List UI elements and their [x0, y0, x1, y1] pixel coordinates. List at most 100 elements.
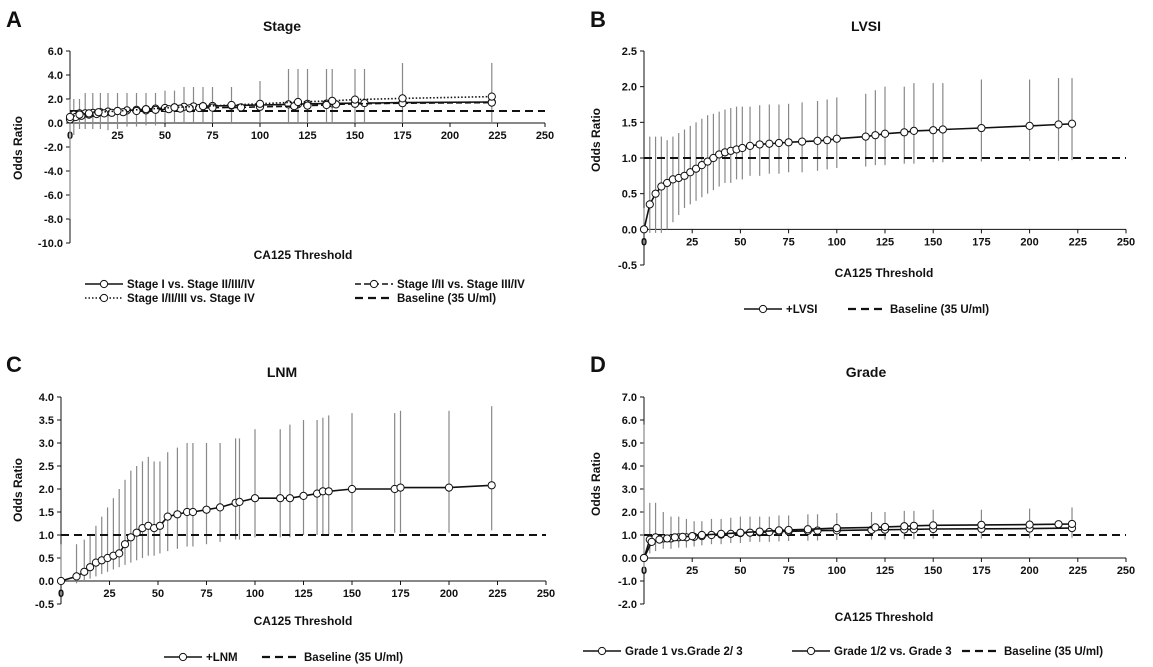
- y-axis-title-b: Odds Ratio: [589, 108, 603, 172]
- panel-b-data-point: [938, 125, 947, 134]
- x-axis-title-a: CA125 Threshold: [254, 248, 353, 262]
- panel-b-data-point: [680, 171, 689, 180]
- panel-b-data-point: [1025, 121, 1034, 131]
- panel-c-data-point: [487, 481, 496, 490]
- panel-a-y-tick-label: 2.0: [48, 94, 63, 106]
- legend-a-swatch-marker: [369, 279, 379, 289]
- panel-a-x-tick-label: 200: [441, 130, 459, 142]
- legend-d-swatch-marker: [806, 646, 816, 656]
- panel-b-data-point: [813, 136, 822, 145]
- panel-b-data-point: [784, 138, 793, 147]
- x-axis-title-d: CA125 Threshold: [835, 610, 934, 624]
- panel-d-data-point: [663, 534, 672, 543]
- panel-d-plot: 7.06.05.04.03.02.01.00.0-1.0-2.002550751…: [618, 392, 1135, 611]
- panel-b-data-point: [929, 126, 938, 135]
- legend-a-label: Stage I/II/III vs. Stage IV: [127, 293, 255, 305]
- panel-d-data-point: [755, 527, 764, 536]
- panel-d-y-tick-label: 1.0: [622, 530, 637, 542]
- panel-a-data-point: [350, 95, 360, 104]
- panel-d-data-point: [977, 520, 986, 529]
- panel-c-y-tick-label: 2.5: [39, 461, 54, 473]
- panel-d-data-point: [655, 535, 664, 544]
- panel-c-y-tick-label: 0.0: [39, 576, 54, 588]
- panel-c-x-tick-label: 0: [58, 588, 64, 600]
- panel-a-x-tick-label: 25: [111, 130, 123, 142]
- panel-a-data-point: [227, 100, 236, 110]
- panel-b-data-point: [745, 141, 755, 150]
- panel-b-data-point: [697, 161, 706, 170]
- panel-c-x-tick-label: 125: [294, 588, 312, 600]
- legend-a-entry: Stage I/II vs. Stage III/IV: [355, 279, 525, 291]
- panel-b-data-point: [909, 126, 919, 135]
- panel-c-x-tick-label: 25: [103, 588, 115, 600]
- panel-b-x-tick-label: 200: [1020, 236, 1038, 248]
- panel-a-data-point: [65, 112, 75, 122]
- panel-d-data-point: [871, 523, 880, 532]
- panel-a-y-tick-label: -8.0: [44, 214, 63, 226]
- legend-d-entry: Grade 1 vs.Grade 2/ 3: [583, 646, 743, 658]
- panel-d-data-point: [774, 526, 784, 535]
- panel-d-data-point: [832, 524, 841, 533]
- panel-b-data-point: [900, 128, 909, 137]
- panel-a-x-tick-label: 100: [251, 130, 269, 142]
- panel-c-y-tick-label: 1.5: [39, 507, 54, 519]
- panel-c-x-tick-label: 250: [537, 588, 555, 600]
- panel-c-y-tick-label: 4.0: [39, 392, 54, 404]
- panel-b-data-point: [755, 140, 764, 149]
- panel-b-x-tick-label: 0: [641, 236, 647, 248]
- panel-d-data-point: [678, 532, 687, 541]
- panel-a-x-tick-label: 50: [159, 130, 171, 142]
- panel-c-data-point: [444, 483, 454, 492]
- panel-d-y-tick-label: 0.0: [622, 553, 637, 565]
- panel-c-data-point: [276, 494, 285, 503]
- panel-a-x-tick-label: 150: [346, 130, 364, 142]
- legend-a-entry: Stage I vs. Stage II/III/IV: [85, 279, 255, 291]
- y-axis-title-a: Odds Ratio: [11, 116, 25, 180]
- panel-a-data-point: [141, 105, 151, 114]
- panel-c-x-tick-label: 100: [246, 588, 264, 600]
- panel-d-data-point: [736, 528, 745, 537]
- legend-layer: Stage I vs. Stage II/III/IV Stage I/II vs…: [85, 279, 1103, 664]
- legend-d-label: Grade 1/2 vs. Grade 3: [834, 646, 952, 658]
- panel-d-data-point: [803, 525, 812, 534]
- panel-c-data-point: [235, 497, 244, 506]
- panel-d-data-point: [639, 553, 649, 563]
- panel-a-y-tick-label: 6.0: [48, 46, 63, 58]
- panel-a-data-point: [487, 92, 496, 101]
- panel-c-y-tick-label: 3.5: [39, 415, 54, 427]
- legend-a-entry: Baseline (35 U/ml): [355, 293, 496, 305]
- legend-a-entry: Stage I/II/III vs. Stage IV: [85, 293, 255, 305]
- panel-b-y-tick-label: 2.0: [622, 82, 637, 94]
- panel-c-plot: 4.0 3.5 3.0 2.5 2.0 1.5 1.0 0.5 0.0 -0.5 0 25 50 75 10…: [35, 392, 555, 611]
- chart-title-grade: Grade: [846, 364, 887, 380]
- panel-b-x-tick-label: 225: [1069, 236, 1087, 248]
- panel-letter-d: D: [590, 352, 606, 377]
- panel-b-plot: 2.5 2.0 1.5 1.0 0.5 0.0 -0.5 0 25 50 75 100 125 150 17…: [618, 46, 1135, 272]
- panel-a-data-point: [132, 106, 141, 116]
- panel-a-data-point: [84, 109, 94, 118]
- panel-d-y-tick-label: 7.0: [622, 392, 637, 404]
- panel-c-data-point: [285, 494, 295, 503]
- panel-a-x-tick-label: 125: [298, 130, 316, 142]
- panel-b-data-point: [703, 157, 712, 166]
- panel-c-data-point: [215, 503, 225, 512]
- panel-b-x-tick-label: 250: [1117, 236, 1135, 248]
- legend-a-swatch-marker: [99, 293, 109, 303]
- panel-b-y-tick-label: 2.5: [622, 46, 637, 58]
- panel-a-y-tick-label: 0.0: [48, 118, 63, 130]
- panel-letter-b: B: [590, 7, 606, 32]
- legend-d-label: Baseline (35 U/ml): [1004, 646, 1103, 658]
- panel-b-data-point: [663, 178, 672, 188]
- panel-a-data-point: [398, 94, 407, 103]
- panel-b-data-point: [651, 189, 660, 198]
- panel-c-y-tick-label: 1.0: [39, 530, 54, 542]
- panel-a-x-tick-label: 175: [393, 130, 411, 142]
- panel-d-data-point: [688, 532, 697, 541]
- panel-d-x-tick-label: 75: [782, 565, 794, 577]
- panel-c-data-point: [132, 528, 141, 537]
- legend-b-label: Baseline (35 U/ml): [890, 304, 989, 316]
- panel-d-x-tick-label: 200: [1020, 565, 1038, 577]
- panel-b-data-point: [738, 143, 747, 153]
- panel-d-x-tick-label: 25: [686, 565, 698, 577]
- panel-b-data-point: [645, 200, 654, 209]
